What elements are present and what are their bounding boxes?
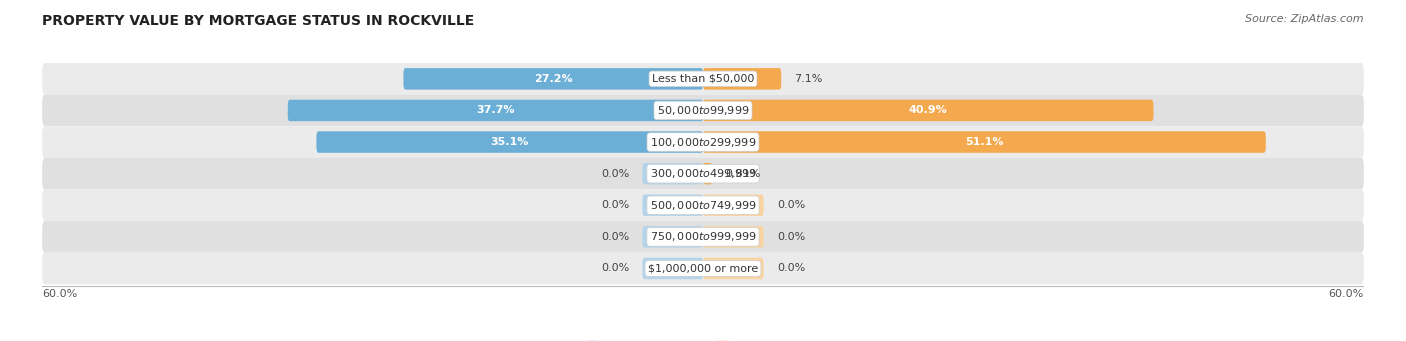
Text: Less than $50,000: Less than $50,000 [652, 74, 754, 84]
FancyBboxPatch shape [643, 194, 703, 216]
Text: $100,000 to $299,999: $100,000 to $299,999 [650, 136, 756, 149]
Text: 0.81%: 0.81% [725, 169, 761, 179]
Text: $500,000 to $749,999: $500,000 to $749,999 [650, 199, 756, 212]
FancyBboxPatch shape [42, 63, 1364, 95]
FancyBboxPatch shape [42, 126, 1364, 158]
Text: 35.1%: 35.1% [491, 137, 529, 147]
Text: 0.0%: 0.0% [600, 264, 630, 273]
FancyBboxPatch shape [42, 190, 1364, 221]
Text: 37.7%: 37.7% [477, 105, 515, 116]
FancyBboxPatch shape [404, 68, 703, 90]
Text: $750,000 to $999,999: $750,000 to $999,999 [650, 231, 756, 243]
Text: Source: ZipAtlas.com: Source: ZipAtlas.com [1246, 14, 1364, 24]
Text: $300,000 to $499,999: $300,000 to $499,999 [650, 167, 756, 180]
Text: 27.2%: 27.2% [534, 74, 572, 84]
Text: 0.0%: 0.0% [776, 232, 806, 242]
FancyBboxPatch shape [288, 100, 703, 121]
FancyBboxPatch shape [703, 163, 711, 184]
Text: 0.0%: 0.0% [600, 169, 630, 179]
FancyBboxPatch shape [703, 226, 763, 248]
FancyBboxPatch shape [703, 100, 1153, 121]
Text: $50,000 to $99,999: $50,000 to $99,999 [657, 104, 749, 117]
Text: 60.0%: 60.0% [1329, 290, 1364, 299]
FancyBboxPatch shape [703, 194, 763, 216]
Text: 7.1%: 7.1% [794, 74, 823, 84]
Text: 40.9%: 40.9% [908, 105, 948, 116]
FancyBboxPatch shape [643, 226, 703, 248]
Text: PROPERTY VALUE BY MORTGAGE STATUS IN ROCKVILLE: PROPERTY VALUE BY MORTGAGE STATUS IN ROC… [42, 14, 474, 28]
Text: $1,000,000 or more: $1,000,000 or more [648, 264, 758, 273]
FancyBboxPatch shape [42, 221, 1364, 253]
Text: 0.0%: 0.0% [600, 232, 630, 242]
FancyBboxPatch shape [643, 258, 703, 279]
FancyBboxPatch shape [703, 131, 1265, 153]
Text: 0.0%: 0.0% [776, 264, 806, 273]
FancyBboxPatch shape [42, 158, 1364, 190]
Text: 0.0%: 0.0% [600, 200, 630, 210]
FancyBboxPatch shape [42, 95, 1364, 126]
FancyBboxPatch shape [703, 258, 763, 279]
FancyBboxPatch shape [703, 68, 782, 90]
FancyBboxPatch shape [42, 253, 1364, 284]
FancyBboxPatch shape [643, 163, 703, 184]
FancyBboxPatch shape [316, 131, 703, 153]
Text: 51.1%: 51.1% [965, 137, 1004, 147]
Text: 60.0%: 60.0% [42, 290, 77, 299]
Text: 0.0%: 0.0% [776, 200, 806, 210]
